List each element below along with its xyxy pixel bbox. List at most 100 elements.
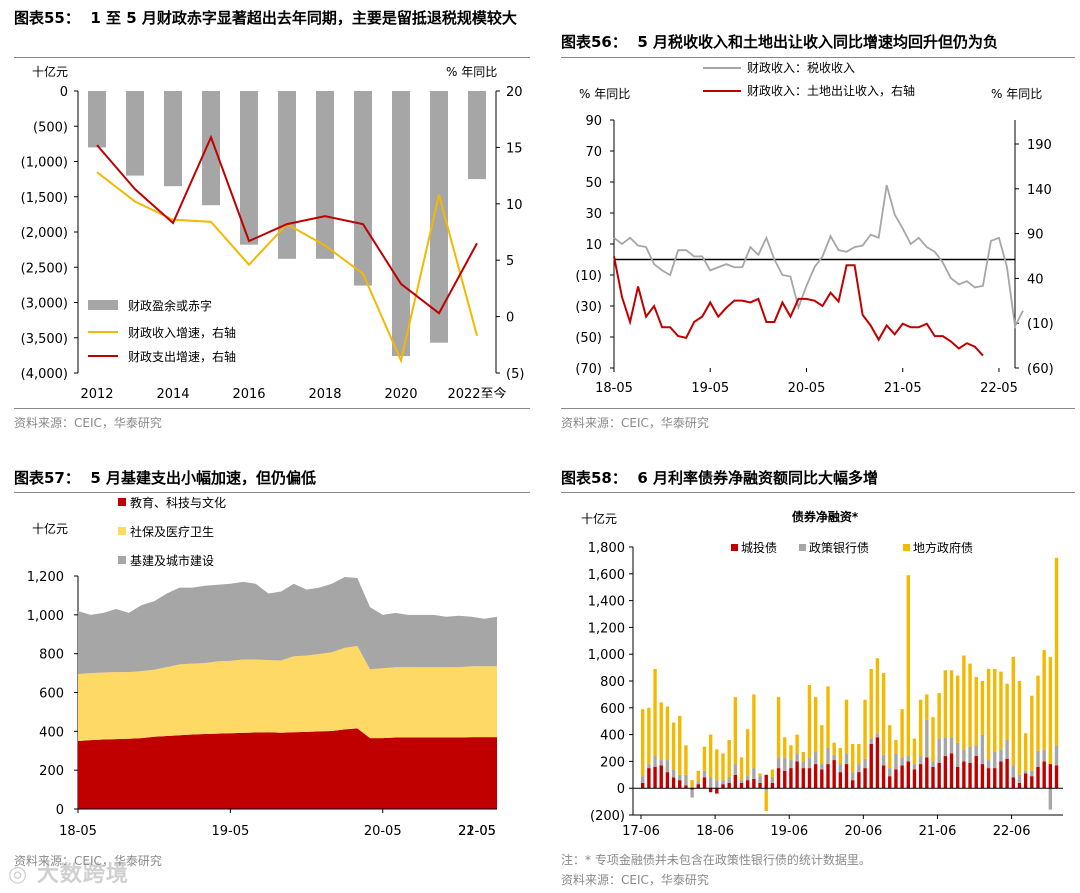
chart58-policy-bank-bar [962, 749, 966, 762]
chart55-right-tick-label: 20 [506, 85, 523, 100]
chart58-y-tick-label: (200) [590, 809, 625, 824]
chart58-legend-label: 地方政府债 [913, 540, 973, 555]
chart55-x-tick-label: 2014 [156, 387, 189, 398]
chart55-left-tick-label: 0 [60, 85, 68, 100]
chart58-local-gov-bar [708, 734, 713, 778]
chart58-local-gov-bar [727, 739, 731, 778]
chart58-local-gov-bar [696, 770, 700, 782]
chart58-chengtou-bar [851, 780, 855, 789]
chart58-chengtou-bar [894, 769, 898, 789]
chart58-y-tick-label: 1,000 [588, 648, 625, 663]
chart58-policy-bank-bar [875, 733, 880, 738]
chart58-chengtou-bar [1005, 758, 1009, 789]
chart58-local-gov-bar [925, 694, 929, 720]
chart57-x-tick-label: 21-05 [458, 824, 496, 839]
chart55: 十亿元 % 年同比 0 (500) (1,000) (1,500) (2,000) (2,50… [21, 64, 525, 398]
chart58-chengtou-bar [838, 772, 843, 789]
chart56-title-rule [561, 57, 1075, 58]
chart55-right-tick-label: 10 [506, 198, 523, 213]
chart58-policy-bank-bar [857, 764, 861, 773]
chart58-source: 资料来源：CEIC，华泰研究 [561, 873, 709, 887]
chart58-chengtou-bar [937, 762, 941, 789]
chart58-chengtou-bar [795, 761, 799, 789]
chart55-left-unit: 十亿元 [32, 64, 68, 79]
chart58-local-gov-bar [671, 722, 676, 770]
chart57-title-rule [14, 492, 530, 493]
chart58-local-gov-bar [1005, 683, 1009, 740]
chart58-y-tick-label: 800 [600, 675, 625, 690]
chart58-chengtou-bar [715, 788, 719, 794]
chart57-x-tick-label: 22-05 [458, 824, 496, 839]
chart58-policy-bank-bar [1017, 774, 1022, 783]
chart58-policy-bank-bar [727, 777, 731, 783]
chart58-chengtou-bar [931, 766, 935, 789]
chart57-y-tick-label: 400 [39, 725, 64, 740]
chart56-tax-line [613, 184, 1024, 330]
chart58-local-gov-bar [980, 681, 985, 735]
chart56-x-tick-label: 19-05 [691, 381, 729, 396]
chart58-local-gov-bar [894, 739, 898, 754]
chart58-local-gov-bar [974, 676, 978, 746]
chart58-chengtou-bar [943, 756, 948, 789]
chart55-deficit-bar [240, 91, 258, 245]
chart56-left-tick-label: (10) [575, 269, 602, 284]
chart58-local-gov-bar [776, 697, 781, 758]
chart58-local-gov-bar [1030, 695, 1034, 771]
chart55-deficit-bar [126, 91, 144, 176]
chart58-title: 图表58： 6 月利率债券净融资额同比大幅多增 [561, 469, 878, 487]
chart56-left-tick-label: (30) [575, 300, 602, 315]
chart57-education-area [78, 728, 497, 809]
chart57-x-tick-label: 19-05 [211, 824, 249, 839]
chart58-local-gov-bar [789, 745, 793, 761]
chart58-policy-bank-bar [789, 760, 793, 769]
chart55-deficit-bar [278, 91, 296, 259]
chart58-local-gov-bar [869, 668, 873, 739]
chart55-deficit-bar [88, 91, 106, 148]
chart58-chengtou-bar [739, 782, 744, 789]
chart58-local-gov-bar [1011, 656, 1015, 766]
chart58-local-gov-bar [1036, 675, 1040, 751]
chart58-legend-swatch [799, 544, 806, 551]
chart57-y-tick-label: 0 [56, 803, 64, 818]
chart58-policy-bank-bar [993, 752, 997, 769]
chart58-local-gov-bar [968, 663, 972, 747]
chart58-local-gov-bar [684, 745, 688, 775]
chart57-title: 图表57： 5 月基建支出小幅加速，但仍偏低 [14, 469, 316, 487]
chart58-y-tick-label: 0 [617, 782, 625, 797]
chart58-local-gov-bar [647, 707, 651, 765]
chart58-chengtou-bar [993, 768, 997, 789]
chart58-local-gov-bar [752, 694, 756, 769]
chart58-chengtou-bar [702, 777, 707, 789]
chart57-x-tick-label: 20-05 [364, 824, 402, 839]
chart55-x-tick-label: 2016 [232, 387, 265, 398]
chart55-right-tick-label: 0 [506, 311, 514, 326]
chart58-policy-bank-bar [956, 742, 960, 767]
chart58-chengtou-bar [807, 768, 812, 789]
chart58-chengtou-bar [968, 762, 972, 789]
chart55-left-tick-label: (3,500) [21, 332, 68, 347]
chart57-legend-label: 教育、科技与文化 [130, 495, 226, 510]
chart58-policy-bank-bar [980, 734, 985, 765]
chart58-chengtou-bar [1017, 782, 1022, 789]
chart58-chengtou-bar [746, 780, 750, 789]
chart58-policy-bank-bar [659, 760, 663, 766]
chart55-right-tick-label: 15 [506, 141, 523, 156]
chart58: 十亿元 债券净融资* 城投债 政策银行债 地方政府债 1,800 1,600 1,400 1,2… [581, 509, 1063, 839]
chart58-policy-bank-bar [820, 764, 824, 770]
chart58-local-gov-bar [881, 672, 886, 755]
chart58-note: 注：* 专项金融债并未包含在政策性银行债的统计数据里。 [561, 853, 871, 867]
chart58-chengtou-bar [881, 765, 886, 789]
chart58-chengtou-bar [875, 737, 880, 789]
chart58-chengtou-bar [770, 782, 775, 789]
chart58-y-tick-label: 600 [600, 702, 625, 717]
chart58-chengtou-bar [1054, 765, 1059, 789]
chart57-y-tick-label: 1,000 [27, 609, 64, 624]
chart58-policy-bank-bar [974, 745, 978, 757]
chart55-x-tick-label: 2012 [80, 387, 113, 398]
chart55-deficit-bar [164, 91, 182, 187]
chart58-policy-bank-bar [851, 772, 855, 781]
chart55-right-tick-label: (5) [506, 367, 524, 382]
chart58-policy-bank-bar [653, 756, 657, 767]
chart57-y-tick-label: 1,200 [27, 570, 64, 585]
